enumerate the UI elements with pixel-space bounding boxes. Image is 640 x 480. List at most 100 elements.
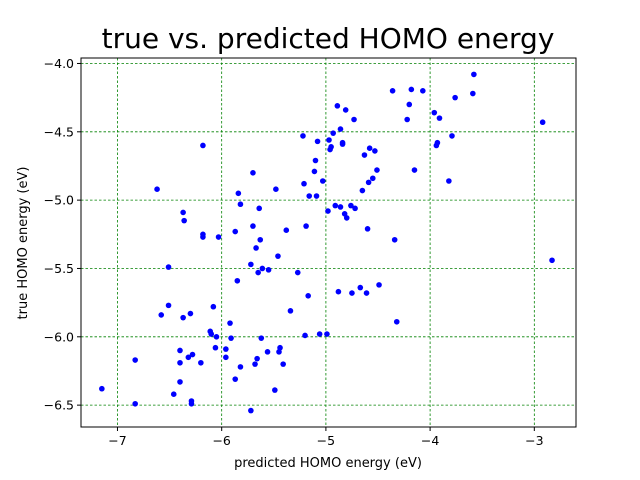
data-point (434, 139, 441, 146)
data-point (302, 332, 308, 339)
data-point (181, 217, 187, 224)
y-tick-label: −6.5 (44, 398, 74, 413)
data-point (420, 88, 426, 94)
data-point (180, 314, 186, 321)
data-point (301, 180, 307, 187)
data-point (471, 71, 477, 78)
data-point (185, 354, 192, 361)
data-point (189, 351, 196, 358)
data-point (365, 179, 372, 186)
data-point (250, 170, 256, 176)
data-point (364, 226, 371, 232)
data-point (334, 103, 341, 109)
data-point (366, 145, 373, 151)
data-point (248, 407, 254, 414)
y-tick-label: −5.0 (44, 193, 74, 208)
data-point (314, 138, 321, 145)
data-point (212, 344, 219, 351)
y-axis-label: true HOMO energy (eV) (16, 167, 31, 320)
data-point (332, 202, 339, 209)
data-point (283, 227, 290, 233)
data-point (431, 109, 438, 116)
x-tick-label: −3 (525, 433, 543, 448)
data-point (227, 320, 233, 326)
x-tick-label: −7 (108, 433, 126, 448)
data-point (277, 344, 283, 351)
data-point (311, 168, 318, 175)
data-point (376, 282, 382, 288)
data-point (306, 193, 313, 199)
data-point (313, 193, 320, 199)
data-point (328, 144, 334, 150)
data-point (325, 208, 331, 214)
x-tick-label: −6 (212, 433, 230, 448)
data-point (294, 269, 301, 276)
data-point (319, 178, 326, 184)
data-point (351, 116, 357, 123)
data-point (446, 178, 452, 184)
data-point (165, 302, 172, 309)
data-point (228, 335, 234, 341)
data-point (316, 331, 323, 337)
data-point (223, 346, 229, 352)
data-point (470, 90, 476, 97)
y-tick-label: −5.5 (44, 261, 74, 276)
data-point (99, 385, 105, 392)
data-point (254, 355, 260, 362)
data-point (154, 186, 160, 192)
data-point (188, 400, 195, 407)
y-tick-label: −4.0 (44, 56, 74, 71)
data-point (170, 391, 177, 398)
data-point (232, 228, 239, 235)
data-point (411, 167, 418, 173)
data-point (257, 236, 264, 243)
data-point (253, 245, 259, 251)
data-point (342, 107, 349, 113)
data-point (234, 277, 241, 284)
data-point (265, 267, 272, 273)
chart-title: true vs. predicted HOMO energy (102, 22, 555, 55)
plot-area (81, 58, 576, 427)
x-axis-label: predicted HOMO energy (eV) (234, 456, 422, 471)
data-point (132, 400, 138, 407)
data-point (406, 101, 413, 108)
data-point (213, 334, 220, 340)
data-point (255, 269, 261, 276)
data-point (200, 142, 206, 149)
data-point (408, 86, 415, 93)
data-point (436, 115, 443, 121)
data-point (237, 201, 244, 208)
data-point (312, 157, 319, 164)
data-point (389, 88, 396, 94)
data-point (198, 359, 204, 366)
data-point (165, 264, 172, 270)
data-point (200, 234, 206, 240)
x-tick-label: −4 (421, 433, 439, 448)
data-point (539, 119, 546, 126)
data-point (187, 310, 194, 317)
data-points (99, 71, 555, 414)
data-point (264, 349, 271, 355)
data-point (361, 152, 368, 158)
data-point (300, 133, 306, 139)
data-point (363, 290, 370, 296)
data-point (280, 361, 286, 367)
data-point (337, 126, 344, 132)
y-tick-label: −4.5 (44, 124, 74, 139)
data-point (180, 209, 186, 216)
data-point (158, 312, 165, 318)
data-point (177, 347, 183, 354)
data-point (391, 236, 398, 243)
data-point (303, 223, 309, 229)
data-point (258, 335, 265, 341)
data-point (369, 175, 376, 182)
data-point (349, 290, 355, 296)
data-point (326, 137, 332, 143)
data-point (357, 284, 364, 291)
data-point (372, 148, 378, 154)
data-point (305, 293, 311, 299)
data-point (208, 331, 215, 337)
data-point (177, 359, 183, 366)
data-point (272, 387, 278, 393)
